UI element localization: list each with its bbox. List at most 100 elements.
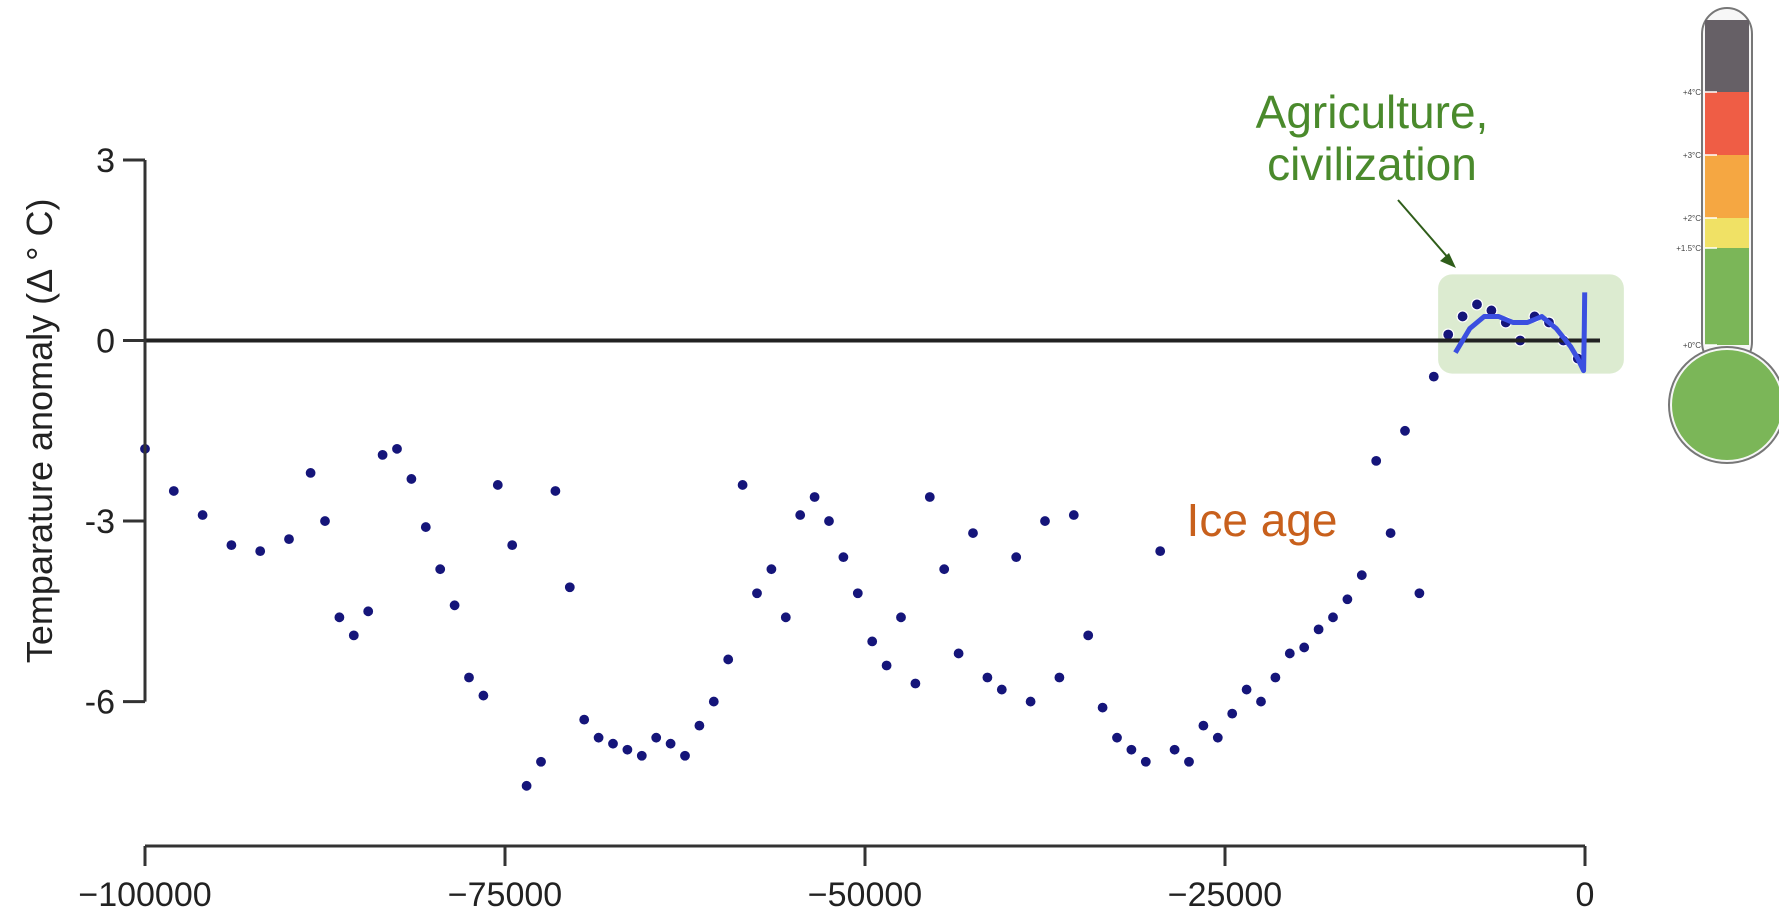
data-point bbox=[851, 587, 864, 600]
annotation-arrowhead bbox=[1440, 253, 1456, 268]
data-point bbox=[1312, 623, 1325, 636]
data-point bbox=[621, 743, 634, 756]
thermometer-band bbox=[1705, 155, 1749, 218]
data-point bbox=[808, 490, 821, 504]
data-point bbox=[1413, 587, 1426, 600]
thermometer-tick-label: +3°C bbox=[1683, 151, 1701, 160]
data-point bbox=[1427, 370, 1440, 383]
data-point bbox=[1298, 641, 1311, 654]
data-point bbox=[167, 484, 180, 498]
data-point bbox=[1254, 695, 1268, 708]
data-point bbox=[1226, 707, 1239, 720]
highlight-rect bbox=[1438, 274, 1624, 374]
data-point bbox=[1125, 743, 1138, 756]
data-point bbox=[434, 563, 447, 576]
data-point bbox=[765, 563, 778, 576]
data-point bbox=[1341, 593, 1354, 606]
x-tick-label: −75000 bbox=[448, 876, 562, 914]
data-point bbox=[664, 737, 677, 750]
y-tick-label: -3 bbox=[85, 503, 115, 541]
data-point bbox=[1182, 755, 1196, 768]
data-point bbox=[1154, 545, 1167, 558]
thermometer-band bbox=[1705, 92, 1749, 155]
data-point bbox=[462, 671, 476, 684]
y-tick-label: -6 bbox=[85, 684, 115, 722]
annotation-agriculture-line2: civilization bbox=[1267, 138, 1477, 190]
data-point bbox=[1384, 526, 1397, 540]
data-point bbox=[333, 611, 346, 624]
data-point bbox=[736, 478, 749, 492]
annotation-ice-age: Ice age bbox=[1187, 494, 1338, 546]
data-points bbox=[138, 298, 1584, 792]
data-point bbox=[1269, 671, 1282, 684]
data-point bbox=[1010, 551, 1023, 564]
data-point bbox=[1456, 310, 1469, 323]
data-point bbox=[1096, 701, 1109, 714]
data-point bbox=[1067, 508, 1080, 522]
data-point bbox=[376, 448, 389, 461]
data-point bbox=[779, 611, 792, 624]
data-point bbox=[405, 472, 418, 486]
thermometer-tick-label: +4°C bbox=[1683, 88, 1701, 97]
data-point bbox=[254, 545, 267, 558]
data-point bbox=[225, 539, 238, 552]
y-tick-label: 0 bbox=[96, 323, 115, 361]
data-point bbox=[1398, 424, 1412, 437]
data-point bbox=[318, 514, 332, 528]
x-tick-label: −50000 bbox=[808, 876, 922, 914]
data-point bbox=[966, 526, 980, 540]
recent-temperature-line bbox=[1453, 292, 1588, 374]
data-point bbox=[1082, 629, 1095, 642]
thermometer-band bbox=[1705, 248, 1749, 345]
data-point bbox=[362, 605, 375, 618]
data-point bbox=[390, 442, 404, 455]
data-point bbox=[592, 731, 605, 744]
data-point bbox=[909, 677, 922, 690]
x-tick-label: −100000 bbox=[78, 876, 211, 914]
data-point bbox=[678, 749, 692, 762]
data-point bbox=[1110, 731, 1124, 744]
data-point bbox=[1139, 755, 1152, 768]
data-point bbox=[1326, 611, 1340, 624]
annotation-agriculture-line1: Agriculture, bbox=[1256, 86, 1489, 138]
data-point bbox=[1470, 298, 1484, 311]
data-point bbox=[1168, 743, 1181, 756]
data-point bbox=[506, 539, 519, 552]
data-point bbox=[794, 508, 807, 522]
thermometer-tick-label: +1.5°C bbox=[1676, 244, 1701, 253]
thermometer-band bbox=[1705, 20, 1749, 92]
data-point bbox=[1283, 647, 1296, 660]
data-point bbox=[866, 635, 879, 648]
data-point bbox=[563, 581, 576, 594]
data-point bbox=[477, 689, 490, 702]
data-point bbox=[282, 533, 296, 546]
data-point bbox=[347, 629, 360, 642]
data-point bbox=[1370, 454, 1383, 467]
data-point bbox=[578, 713, 591, 726]
data-point bbox=[1442, 328, 1455, 341]
data-point bbox=[448, 599, 461, 612]
data-point bbox=[606, 737, 620, 750]
data-point bbox=[1053, 671, 1066, 684]
data-point bbox=[1211, 731, 1224, 744]
data-point bbox=[1024, 695, 1037, 708]
data-point bbox=[722, 653, 735, 666]
data-point bbox=[981, 671, 994, 684]
annotation-arrow-line bbox=[1397, 199, 1451, 261]
data-point bbox=[837, 551, 850, 564]
data-point bbox=[952, 647, 965, 660]
data-point bbox=[196, 508, 209, 522]
data-point bbox=[693, 719, 706, 732]
data-point bbox=[534, 755, 548, 768]
thermometer-bulb bbox=[1672, 350, 1779, 460]
data-point bbox=[894, 611, 908, 624]
recent-line-layer bbox=[1453, 292, 1588, 374]
holocene-highlight-box bbox=[1438, 274, 1624, 374]
data-point bbox=[707, 695, 720, 708]
annotations: Agriculture,civilization Ice age bbox=[1187, 86, 1489, 546]
data-point bbox=[635, 749, 648, 762]
data-point bbox=[491, 478, 504, 492]
data-point bbox=[1240, 683, 1253, 696]
thermometer-icon: +4°C +3°C +2°C +1.5°C +0°C bbox=[1668, 7, 1779, 464]
